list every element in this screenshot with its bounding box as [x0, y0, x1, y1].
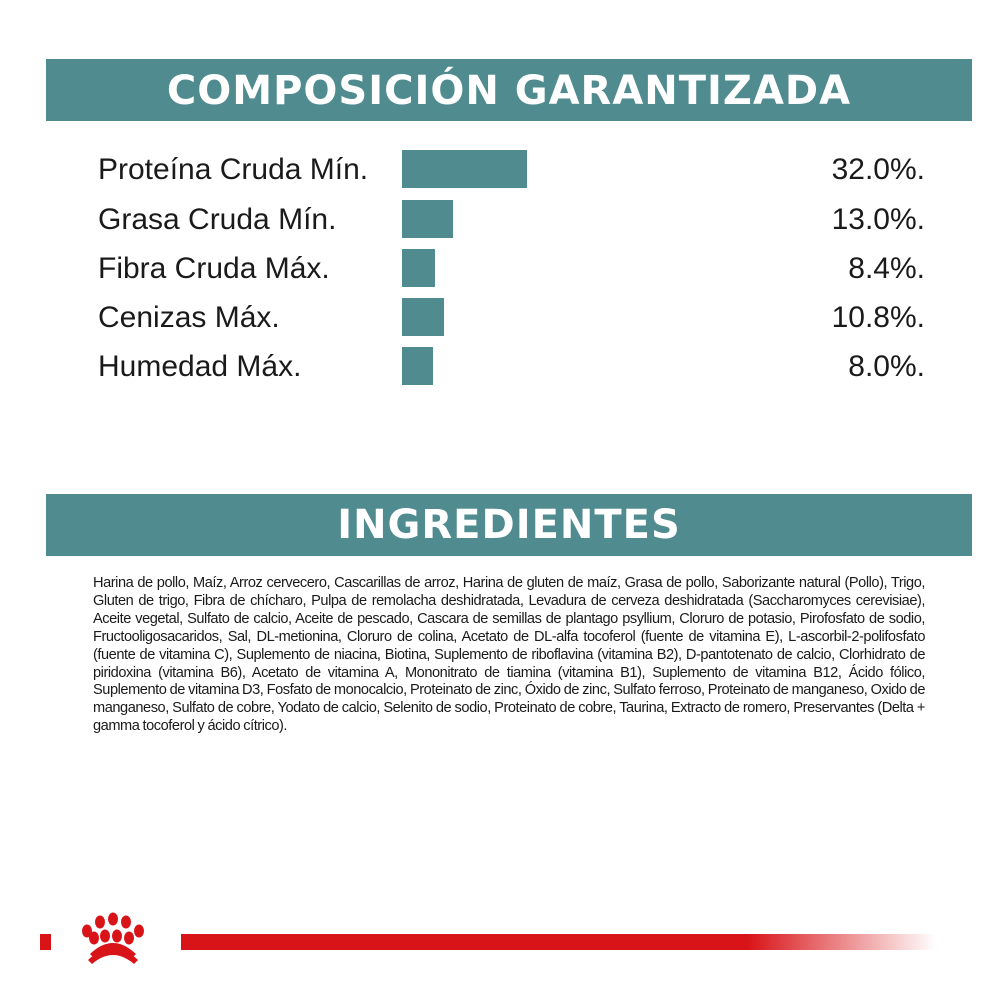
bar-label: Proteína Cruda Mín.: [98, 153, 369, 186]
composition-row: Humedad Máx. 8.0%.: [0, 347, 1000, 387]
bar-value: 10.8%.: [831, 301, 925, 334]
bar-label: Cenizas Máx.: [98, 301, 280, 334]
royal-canin-crown-logo-icon: [82, 912, 144, 964]
bar: [402, 200, 453, 238]
ingredients-text: Harina de pollo, Maíz, Arroz cervecero, …: [93, 575, 925, 735]
bar-value: 8.4%.: [848, 252, 925, 285]
bar: [402, 249, 435, 287]
ingredients-title: INGREDIENTES: [46, 494, 972, 556]
footer-red-line-left: [40, 934, 51, 950]
bar-value: 32.0%.: [831, 153, 925, 186]
bar: [402, 298, 445, 336]
composition-row: Proteína Cruda Mín. 32.0%.: [0, 150, 1000, 190]
bar-label: Grasa Cruda Mín.: [98, 203, 337, 236]
bar: [402, 347, 434, 385]
bar-value: 13.0%.: [831, 203, 925, 236]
composition-row: Grasa Cruda Mín. 13.0%.: [0, 200, 1000, 240]
composition-row: Cenizas Máx. 10.8%.: [0, 298, 1000, 338]
composition-title: COMPOSICIÓN GARANTIZADA: [46, 59, 972, 121]
bar-value: 8.0%.: [848, 350, 925, 383]
bar-label: Fibra Cruda Máx.: [98, 252, 330, 285]
composition-row: Fibra Cruda Máx. 8.4%.: [0, 249, 1000, 289]
bar: [402, 150, 527, 188]
bar-label: Humedad Máx.: [98, 350, 302, 383]
footer-red-line: [181, 934, 936, 950]
